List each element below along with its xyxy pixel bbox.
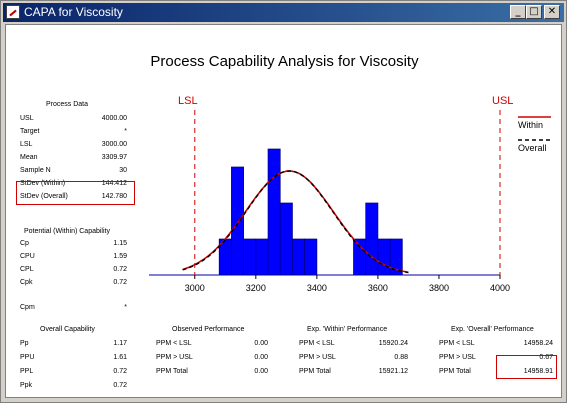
exp-overall-header: Exp. 'Overall' Performance <box>451 326 534 333</box>
process-data-label: USL <box>20 115 34 122</box>
process-data-value: 3000.00 <box>101 141 127 148</box>
observed-performance-header: Observed Performance <box>172 326 245 333</box>
process-data-label: Sample N <box>20 167 51 174</box>
histogram-bar <box>304 238 318 276</box>
histogram-bar <box>279 202 293 276</box>
highlight-ppm-total-box <box>496 355 557 379</box>
x-tick-label: 4000 <box>490 283 510 293</box>
process-data-label: LSL <box>20 141 33 148</box>
exp-within-value: 0.88 <box>394 354 408 361</box>
exp-overall-label: PPM > USL <box>439 354 476 361</box>
exp-within-value: 15921.12 <box>378 368 408 375</box>
overall-capability-value: 0.72 <box>113 368 127 375</box>
histogram-bar <box>243 238 257 276</box>
exp-within-label: PPM Total <box>299 368 331 375</box>
exp-overall-label: PPM Total <box>439 368 471 375</box>
potential-capability-label: CPL <box>20 266 34 273</box>
x-tick-label: 3600 <box>368 283 388 293</box>
lsl-label: LSL <box>178 95 198 107</box>
capability-chart: 3000 3200 3400 3600 3800 4000 <box>149 110 551 293</box>
graph-area: Process Capability Analysis for Viscosit… <box>5 24 562 398</box>
x-tick-label: 3400 <box>307 283 327 293</box>
histogram-bar <box>353 238 367 276</box>
exp-within-label: PPM > USL <box>299 354 336 361</box>
app-icon[interactable] <box>6 5 20 19</box>
overall-capability-header: Overall Capability <box>40 326 95 333</box>
exp-overall-label: PPM < LSL <box>439 340 475 347</box>
histogram-bar <box>267 148 281 276</box>
overall-capability-value: 1.61 <box>113 354 127 361</box>
potential-capability-value: 1.59 <box>113 253 127 260</box>
process-data-label: StDev (Overall) <box>20 193 68 200</box>
exp-overall-value: 0.67 <box>539 354 553 361</box>
potential-capability-label: Cp <box>20 240 29 247</box>
observed-label: PPM > USL <box>156 354 193 361</box>
overall-capability-label: PPL <box>20 368 34 375</box>
overall-curve <box>182 170 409 274</box>
observed-value: 0.00 <box>254 368 268 375</box>
histogram-bar <box>255 238 269 276</box>
observed-label: PPM < LSL <box>156 340 192 347</box>
overall-capability-value: 1.17 <box>113 340 127 347</box>
histogram-bar <box>377 238 391 276</box>
x-tick-label: 3200 <box>246 283 266 293</box>
process-data-label: StDev (Within) <box>20 180 66 187</box>
legend-overall-label: Overall <box>518 143 547 153</box>
x-tick-label: 3000 <box>185 283 205 293</box>
title-bar[interactable]: CAPA for Viscosity _ □ ✕ <box>3 3 564 22</box>
histogram-bar <box>231 166 244 276</box>
histogram-bar <box>292 238 306 276</box>
maximize-button[interactable]: □ <box>526 5 542 19</box>
legend-within-label: Within <box>518 120 544 130</box>
potential-capability-value: * <box>124 304 127 311</box>
observed-value: 0.00 <box>254 354 268 361</box>
potential-capability-value: 0.72 <box>113 279 127 286</box>
process-data-value: 144.412 <box>101 180 127 187</box>
process-data-value: 30 <box>119 167 127 174</box>
process-data-value: 142.780 <box>101 193 127 200</box>
potential-capability-label: Cpm <box>20 304 35 311</box>
close-button[interactable]: ✕ <box>544 5 560 19</box>
overall-capability-label: Pp <box>20 340 29 347</box>
exp-within-label: PPM < LSL <box>299 340 335 347</box>
potential-capability-label: CPU <box>20 253 35 260</box>
overall-capability-label: Ppk <box>20 382 33 389</box>
potential-capability-value: 1.15 <box>113 240 127 247</box>
usl-label: USL <box>492 95 514 107</box>
exp-overall-value: 14958.91 <box>523 368 553 375</box>
observed-value: 0.00 <box>254 340 268 347</box>
chart-title: Process Capability Analysis for Viscosit… <box>150 53 419 70</box>
process-data-value: 4000.00 <box>101 115 127 122</box>
potential-capability-label: Cpk <box>20 279 33 286</box>
potential-capability-value: 0.72 <box>113 266 127 273</box>
potential-capability-header: Potential (Within) Capability <box>24 228 110 235</box>
x-tick-label: 3800 <box>429 283 449 293</box>
process-data-header: Process Data <box>46 101 89 108</box>
minimize-button[interactable]: _ <box>510 5 526 19</box>
process-data-value: * <box>124 128 127 135</box>
overall-capability-label: PPU <box>20 354 35 361</box>
process-data-label: Mean <box>20 154 38 161</box>
exp-overall-value: 14958.24 <box>523 340 553 347</box>
observed-label: PPM Total <box>156 368 188 375</box>
window-title: CAPA for Viscosity <box>24 5 123 19</box>
exp-within-value: 15920.24 <box>378 340 408 347</box>
exp-within-header: Exp. 'Within' Performance <box>307 326 388 333</box>
process-data-label: Target <box>20 128 40 135</box>
histogram-bar <box>365 202 379 276</box>
overall-capability-value: 0.72 <box>113 382 127 389</box>
process-data-value: 3309.97 <box>101 154 127 161</box>
highlight-stdev-box <box>16 181 135 205</box>
